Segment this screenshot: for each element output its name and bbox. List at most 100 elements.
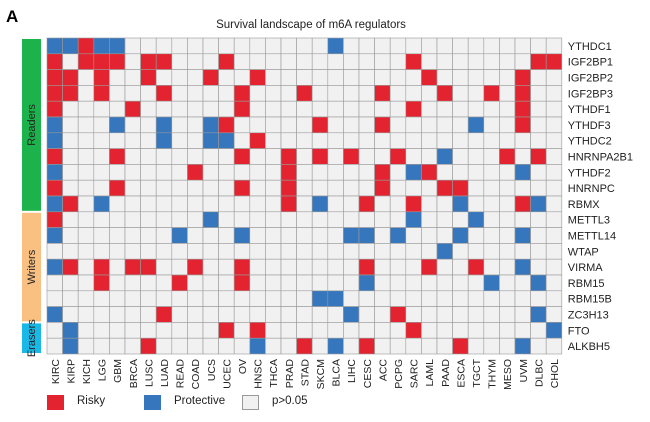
heatmap-cell-YTHDF1-PRAD [280,100,297,118]
heatmap-cell-IGF2BP2-ACC [374,69,391,86]
heatmap-cell-YTHDC2-HNSC [249,132,266,149]
heatmap-cell-ZC3H13-COAD [187,306,204,323]
heatmap-cell-IGF2BP1-CHOL [545,53,563,70]
row-label: YTHDF3 [568,120,611,132]
category-label-writers: Writers [26,249,38,284]
heatmap-cell-IGF2BP1-THCA [265,53,282,70]
heatmap-cell-YTHDF3-PAAD [436,116,453,134]
heatmap-cell-YTHDF1-KICH [77,100,95,118]
heatmap-cell-RBMX-LGG [93,195,110,213]
heatmap-cell-YTHDF1-LUSC [140,100,157,118]
heatmap-cell-HNRNPC-CHOL [545,179,563,197]
heatmap-cell-IGF2BP1-STAD [296,53,313,70]
heatmap-cell-HNRNPC-THYM [483,179,500,197]
heatmap-cell-RBMX-ACC [374,195,391,213]
heatmap-cell-ALKBH5-UVM [514,337,531,355]
heatmap-cell-IGF2BP1-LIHC [343,53,360,70]
heatmap-cell-RBM15B-BLCA [327,290,344,307]
heatmap-cell-ZC3H13-BLCA [327,306,344,323]
heatmap-cell-VIRMA-KIRP [62,258,79,276]
column-label: PRAD [284,359,296,389]
heatmap-cell-ZC3H13-SARC [405,306,422,323]
heatmap-cell-HNRNPC-UCEC [218,179,235,197]
heatmap-cell-YTHDF2-PCPG [389,164,407,181]
heatmap-cell-IGF2BP3-LUSC [140,85,157,102]
heatmap-cell-HNRNPA2B1-KIRC [46,148,63,165]
heatmap-cell-HNRNPC-LUSC [140,179,157,197]
heatmap-cell-RBM15B-KIRC [46,290,63,307]
heatmap-cell-IGF2BP3-SKCM [311,85,329,102]
heatmap-cell-METTL3-BRCA [124,211,141,228]
heatmap-cell-IGF2BP1-ESCA [452,53,469,70]
heatmap-cell-RBM15B-LUSC [140,290,157,307]
heatmap-cell-YTHDF2-PAAD [436,164,453,181]
heatmap-cell-IGF2BP1-KIRP [62,53,79,70]
heatmap-cell-YTHDF3-DLBC [530,116,547,134]
heatmap-cell-METTL3-READ [171,211,188,228]
column-label: SKCM [315,359,327,389]
heatmap-cell-YTHDF2-READ [171,164,188,181]
heatmap-cell-WTAP-THYM [483,243,500,260]
heatmap-cell-YTHDF2-LAML [421,164,438,181]
heatmap-cell-VIRMA-LGG [93,258,110,276]
heatmap-cell-ZC3H13-LIHC [343,306,360,323]
heatmap-cell-IGF2BP1-UCEC [218,53,235,70]
heatmap-cell-WTAP-UCEC [218,243,235,260]
heatmap-cell-IGF2BP2-LAML [421,69,438,86]
heatmap-cell-YTHDF2-GBM [109,164,126,181]
heatmap-cell-YTHDC2-LIHC [343,132,360,149]
heatmap-cell-YTHDC2-PCPG [389,132,407,149]
heatmap-cell-VIRMA-ESCA [452,258,469,276]
heatmap-cell-IGF2BP3-ESCA [452,85,469,102]
heatmap-cell-IGF2BP1-SARC [405,53,422,70]
heatmap-cell-YTHDF1-OV [233,100,251,118]
heatmap-cell-YTHDC2-SARC [405,132,422,149]
heatmap-cell-WTAP-CESC [358,243,375,260]
heatmap-cell-IGF2BP1-OV [233,53,251,70]
heatmap-cell-IGF2BP2-LUSC [140,69,157,86]
heatmap-cell-WTAP-PAAD [436,243,453,260]
heatmap-cell-HNRNPA2B1-SKCM [311,148,329,165]
heatmap-cell-METTL14-PAAD [436,227,453,244]
heatmap-cell-IGF2BP2-GBM [109,69,126,86]
heatmap-cell-WTAP-ESCA [452,243,469,260]
heatmap-cell-HNRNPA2B1-PAAD [436,148,453,165]
heatmap-cell-HNRNPA2B1-BRCA [124,148,141,165]
heatmap-cell-VIRMA-BRCA [124,258,141,276]
heatmap-cell-YTHDC1-TGCT [467,37,485,55]
heatmap-cell-IGF2BP3-STAD [296,85,313,102]
heatmap-cell-IGF2BP1-CESC [358,53,375,70]
heatmap-cell-RBM15-STAD [296,274,313,292]
heatmap-cell-YTHDF3-ACC [374,116,391,134]
heatmap-cell-METTL3-PAAD [436,211,453,228]
heatmap-cell-IGF2BP1-PCPG [389,53,407,70]
heatmap-cell-IGF2BP3-KIRC [46,85,63,102]
heatmap-cell-IGF2BP3-LGG [93,85,110,102]
heatmap-cell-ZC3H13-ESCA [452,306,469,323]
legend-swatch [144,395,161,410]
heatmap-cell-YTHDC1-LAML [421,37,438,55]
heatmap-cell-ZC3H13-KIRP [62,306,79,323]
heatmap-cell-YTHDC2-BLCA [327,132,344,149]
heatmap-cell-ALKBH5-UCEC [218,337,235,355]
heatmap-cell-HNRNPA2B1-LUSC [140,148,157,165]
heatmap-cell-HNRNPC-SKCM [311,179,329,197]
heatmap-cell-ZC3H13-MESO [499,306,516,323]
heatmap-cell-VIRMA-PCPG [389,258,407,276]
heatmap-cell-YTHDC1-COAD [187,37,204,55]
heatmap-cell-YTHDF3-UCS [202,116,219,134]
heatmap-cell-METTL3-MESO [499,211,516,228]
row-label: YTHDF2 [568,167,611,179]
heatmap-cell-ZC3H13-READ [171,306,188,323]
heatmap-cell-YTHDC2-CESC [358,132,375,149]
heatmap-cell-WTAP-PCPG [389,243,407,260]
heatmap-cell-VIRMA-STAD [296,258,313,276]
heatmap-cell-FTO-COAD [187,322,204,339]
heatmap-cell-YTHDF3-MESO [499,116,516,134]
heatmap-cell-WTAP-SKCM [311,243,329,260]
heatmap-cell-YTHDF1-UCS [202,100,219,118]
heatmap-cell-YTHDC1-SKCM [311,37,329,55]
heatmap-cell-HNRNPA2B1-CESC [358,148,375,165]
heatmap-cell-RBM15B-HNSC [249,290,266,307]
column-label: THYM [487,359,499,389]
